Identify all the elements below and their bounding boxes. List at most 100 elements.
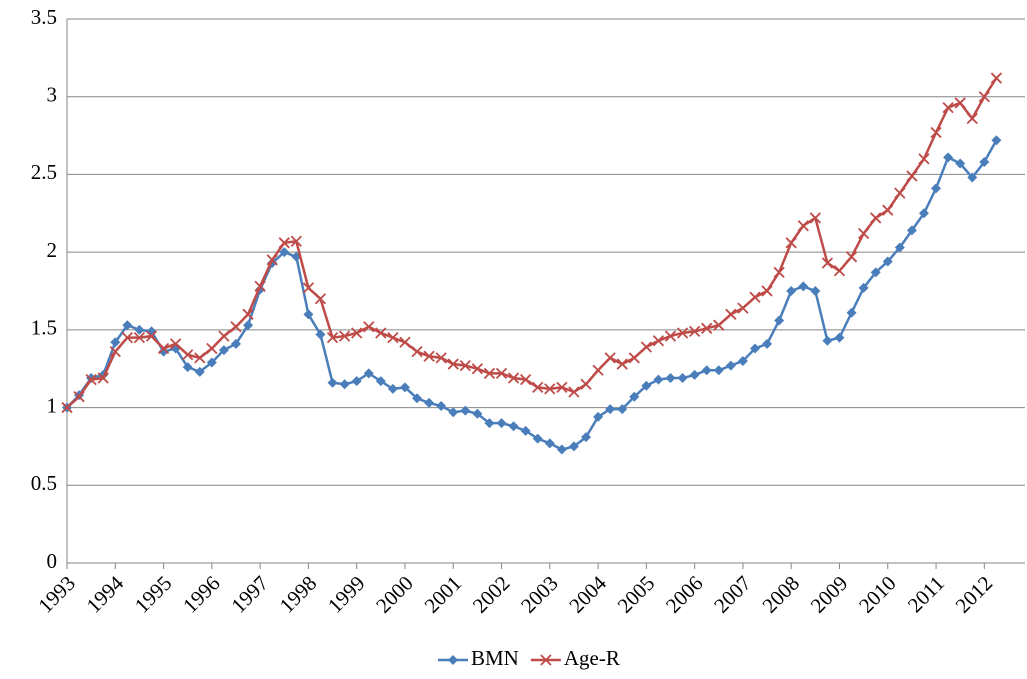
marker: [592, 364, 604, 376]
marker: [593, 411, 604, 422]
y-tick-label: 0: [47, 549, 58, 573]
marker: [761, 285, 773, 297]
marker: [290, 235, 302, 247]
marker: [278, 237, 290, 249]
marker: [508, 421, 519, 432]
marker: [931, 183, 942, 194]
x-tick-label: 1996: [178, 571, 225, 618]
marker: [833, 265, 846, 277]
marker: [918, 153, 930, 165]
marker: [315, 329, 326, 340]
marker: [351, 327, 363, 339]
marker: [894, 187, 906, 199]
marker: [943, 152, 954, 163]
marker: [725, 308, 737, 320]
marker: [749, 291, 761, 303]
marker: [701, 365, 712, 376]
marker: [774, 315, 785, 326]
marker: [773, 266, 785, 278]
marker: [110, 337, 121, 348]
marker: [689, 325, 701, 338]
x-tick-label: 1995: [130, 571, 177, 618]
marker: [145, 330, 158, 342]
x-tick-label: 2011: [903, 571, 949, 617]
marker: [616, 358, 628, 370]
marker: [97, 372, 109, 384]
marker: [749, 343, 760, 354]
marker: [918, 208, 929, 219]
x-tick-label: 2003: [516, 571, 563, 618]
x-tick-label: 2005: [613, 571, 660, 618]
marker: [448, 655, 458, 665]
marker: [206, 357, 217, 368]
x-tick-label: 2000: [371, 571, 418, 618]
marker: [61, 401, 73, 414]
marker: [737, 355, 748, 366]
marker: [121, 331, 133, 344]
marker: [640, 341, 652, 353]
marker: [568, 386, 580, 398]
y-tick-label: 2.5: [31, 160, 57, 184]
marker: [483, 367, 496, 380]
marker: [158, 346, 169, 357]
marker: [507, 372, 520, 384]
marker: [363, 368, 374, 379]
marker: [448, 407, 459, 418]
marker: [327, 377, 338, 388]
x-tick-label: 1999: [323, 571, 370, 618]
marker: [243, 320, 254, 331]
marker: [351, 376, 362, 387]
marker: [73, 391, 85, 403]
x-tick-label: 1997: [226, 571, 273, 618]
marker: [894, 242, 905, 253]
legend-entry: BMN: [438, 646, 519, 670]
marker: [979, 156, 990, 167]
legend-entry: Age-R: [530, 646, 620, 670]
marker: [339, 379, 350, 390]
marker: [628, 352, 640, 364]
marker: [122, 320, 133, 331]
legend-label: Age-R: [564, 646, 620, 670]
marker: [303, 309, 314, 320]
marker: [495, 367, 508, 380]
marker: [857, 227, 870, 240]
marker: [387, 331, 399, 344]
marker: [556, 444, 567, 455]
line: [66, 77, 998, 409]
marker: [496, 418, 507, 429]
marker: [762, 338, 773, 349]
marker: [520, 425, 531, 436]
x-tick-label: 2004: [564, 571, 611, 618]
marker: [653, 374, 664, 385]
marker: [882, 256, 893, 267]
marker: [846, 307, 857, 318]
marker: [568, 441, 579, 452]
marker: [291, 251, 302, 262]
marker: [411, 345, 423, 358]
marker: [540, 654, 552, 666]
marker: [109, 345, 121, 358]
y-tick-label: 1: [47, 393, 58, 417]
marker: [870, 212, 882, 224]
marker: [713, 319, 725, 331]
marker: [254, 280, 266, 292]
y-tick-label: 3: [47, 83, 58, 107]
marker: [424, 397, 435, 408]
marker: [279, 247, 290, 258]
marker: [870, 267, 881, 278]
x-tick-label: 2007: [709, 571, 756, 618]
marker: [182, 362, 193, 373]
marker: [242, 308, 254, 320]
x-tick-label: 1998: [275, 571, 322, 618]
marker: [798, 281, 809, 292]
marker: [822, 335, 833, 346]
marker: [436, 401, 447, 412]
x-tick-label: 2006: [661, 571, 708, 618]
marker: [157, 342, 170, 355]
x-tick-label: 2009: [806, 571, 853, 618]
marker: [605, 404, 616, 415]
marker: [834, 332, 845, 343]
marker: [399, 382, 410, 393]
marker: [532, 433, 543, 444]
